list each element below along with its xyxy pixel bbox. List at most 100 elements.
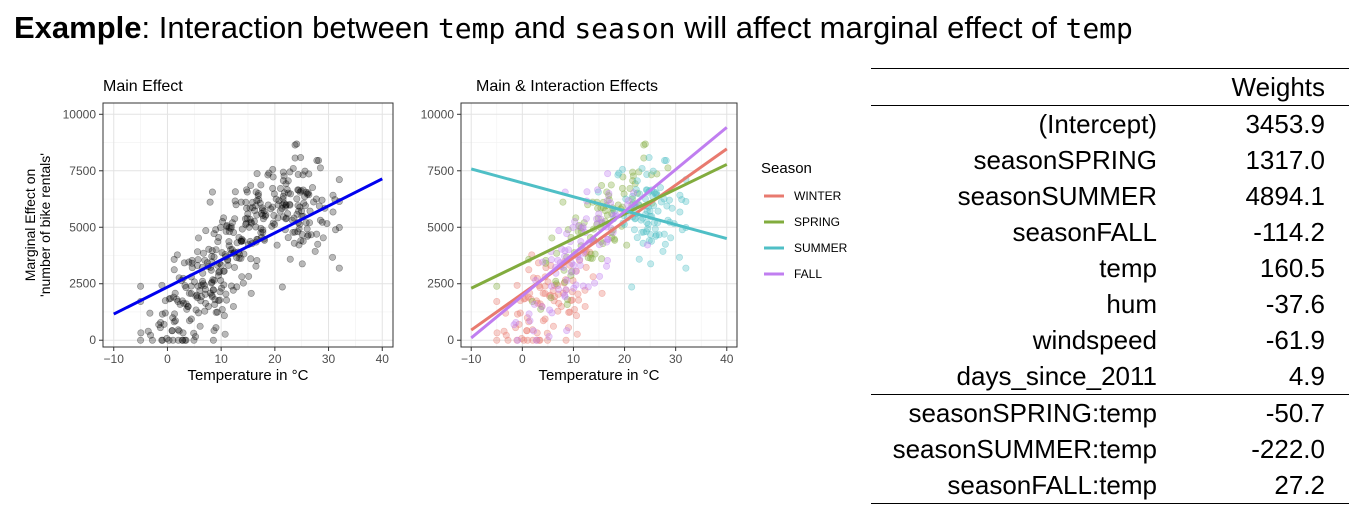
data-point [533, 336, 541, 344]
data-point [276, 207, 284, 215]
y-tick-label: 2500 [427, 277, 454, 291]
weight-term: seasonSPRING [973, 145, 1157, 175]
data-point [269, 173, 277, 181]
data-point [253, 197, 261, 205]
data-point [225, 238, 233, 246]
data-point [318, 218, 326, 226]
data-point [548, 256, 556, 264]
data-point [202, 299, 210, 307]
data-point [246, 204, 254, 212]
x-axis-label: Temperature in °C [538, 367, 659, 384]
data-point [216, 296, 224, 304]
data-point [664, 164, 672, 172]
data-point [294, 202, 302, 210]
data-point [289, 164, 297, 172]
data-point [302, 219, 310, 227]
data-point [157, 319, 165, 327]
data-point [218, 284, 226, 292]
data-point [548, 234, 556, 242]
data-point [575, 296, 583, 304]
data-point [249, 204, 257, 212]
data-point [516, 309, 524, 317]
data-point [554, 285, 562, 293]
data-point [211, 300, 219, 308]
data-point [158, 310, 166, 318]
data-point [316, 164, 324, 172]
data-point [570, 284, 578, 292]
data-point [282, 203, 290, 211]
data-point [647, 260, 655, 268]
data-point [570, 261, 578, 269]
data-point [227, 224, 235, 232]
data-point [228, 219, 236, 227]
data-point [283, 186, 291, 194]
data-point [274, 214, 282, 222]
data-point [603, 235, 611, 243]
data-point [246, 215, 254, 223]
data-point [319, 234, 327, 242]
data-point [178, 297, 186, 305]
data-point [185, 258, 193, 266]
x-axis-label: Temperature in °C [187, 367, 308, 384]
data-point [298, 230, 306, 238]
data-point [225, 242, 233, 250]
data-point [290, 214, 298, 222]
data-point [273, 241, 281, 249]
data-point [190, 336, 198, 344]
data-point [220, 267, 228, 275]
data-point [205, 245, 213, 253]
data-point [638, 228, 646, 236]
data-point [222, 290, 230, 298]
data-point [599, 240, 607, 248]
y-tick-label: 0 [89, 333, 96, 347]
data-point [604, 235, 612, 243]
data-point [640, 154, 648, 162]
data-point [335, 223, 343, 231]
data-point [208, 252, 216, 260]
data-point [572, 267, 580, 275]
weight-value: 4894.1 [1245, 181, 1325, 211]
data-point [647, 171, 655, 179]
data-point [253, 257, 261, 265]
data-point [291, 154, 299, 162]
data-point [194, 234, 202, 242]
data-point [210, 327, 218, 335]
data-point [242, 220, 250, 228]
data-point [597, 215, 605, 223]
data-point [282, 201, 290, 209]
data-point [564, 296, 572, 304]
data-point [650, 188, 658, 196]
data-point [554, 290, 562, 298]
data-point [258, 206, 266, 214]
data-point [569, 277, 577, 285]
data-point [194, 294, 202, 302]
weights-table: Weights (Intercept) 3453.9 seasonSPRING 131… [871, 68, 1349, 504]
data-point [562, 286, 570, 294]
data-point [270, 211, 278, 219]
data-point [564, 226, 572, 234]
data-point [629, 192, 637, 200]
data-point [623, 241, 631, 249]
data-point [233, 239, 241, 247]
data-point [235, 234, 243, 242]
data-point [257, 181, 265, 189]
data-point [294, 186, 302, 194]
data-point [601, 207, 609, 215]
data-point [562, 276, 570, 284]
data-point [287, 190, 295, 198]
data-point [298, 260, 306, 268]
data-point [282, 201, 290, 209]
data-point [220, 312, 228, 320]
data-point [297, 237, 305, 245]
data-point [257, 229, 265, 237]
data-point [260, 207, 268, 215]
interaction-weight-row: seasonSPRING:temp -50.7 [871, 394, 1349, 431]
data-point [661, 156, 669, 164]
data-point [546, 306, 554, 314]
data-point [493, 297, 501, 305]
data-point [237, 254, 245, 262]
data-point [555, 227, 563, 235]
data-point [190, 329, 198, 337]
data-point [170, 255, 178, 263]
data-point [572, 281, 580, 289]
